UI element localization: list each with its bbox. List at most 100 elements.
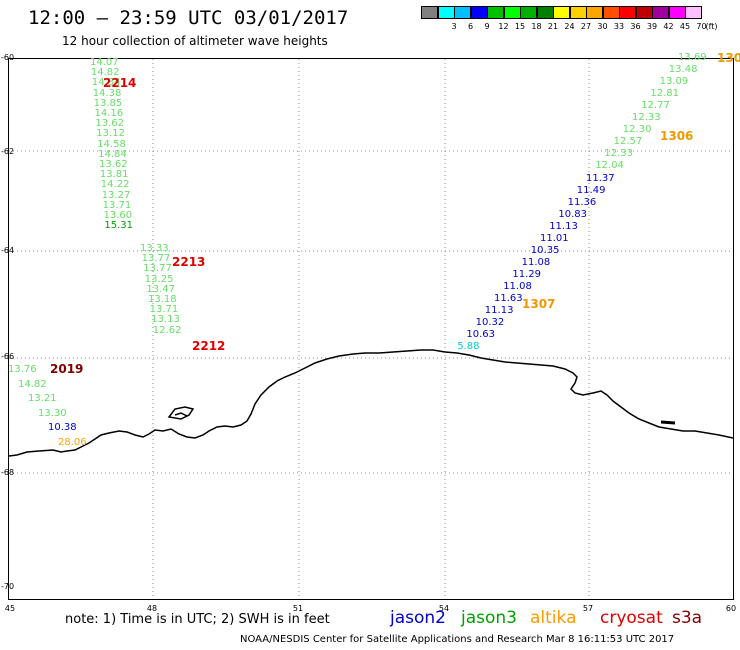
- coastline-spur: [167, 406, 195, 420]
- ice-feature: [660, 420, 676, 425]
- pass-time-label: 1306: [660, 129, 694, 143]
- wave-height-value: 11.36: [567, 196, 597, 208]
- legend-swatch: [520, 6, 537, 19]
- wave-height-value: 12.81: [650, 88, 680, 100]
- satellite-name: jason3: [461, 608, 517, 628]
- page-subtitle: 12 hour collection of altimeter wave hei…: [62, 34, 328, 48]
- wave-height-value: 13.81: [99, 169, 129, 181]
- wave-height-value: 13.85: [93, 97, 123, 109]
- legend-swatch: [503, 6, 521, 19]
- wave-height-value: 12.62: [152, 324, 182, 336]
- wave-height-value: 13.62: [95, 118, 125, 130]
- wave-height-value: 11.08: [521, 256, 551, 268]
- lat-label: -70: [1, 582, 15, 591]
- pass-time-label: 130: [717, 51, 740, 65]
- wave-height-value: 14.58: [97, 138, 126, 150]
- lat-label: -64: [1, 246, 15, 255]
- legend-label: 18: [531, 22, 542, 31]
- lon-label: 60: [725, 604, 737, 613]
- wave-height-value: 13.25: [144, 273, 174, 285]
- wave-height-value: 11.01: [540, 232, 569, 244]
- color-legend: 3 6 9 12 15 18 21 24 27 30 33 36 39 42 45 70 (ft): [421, 6, 736, 36]
- lon-label: 54: [438, 604, 450, 613]
- legend-label: 42: [663, 22, 674, 31]
- legend-label: 36: [630, 22, 641, 31]
- wave-height-value: 13.33: [140, 243, 169, 254]
- wave-height-value: 12.04: [595, 160, 624, 172]
- pass-time-label: 2213: [172, 255, 206, 269]
- legend-label: 70: [696, 22, 707, 31]
- wave-height-value: 14.82: [90, 67, 120, 79]
- antarctic-coastline: [9, 349, 733, 457]
- wave-height-value: 13.77: [141, 253, 171, 265]
- wave-height-value: 12.33: [632, 112, 661, 124]
- wave-height-value: 13.77: [143, 263, 172, 275]
- wave-height-value: 14.82: [18, 378, 47, 390]
- wave-height-value: 11.49: [576, 184, 606, 196]
- wave-height-value: 11.63: [494, 293, 523, 304]
- legend-swatch: [536, 6, 554, 19]
- pass-time-label: 1307: [522, 297, 556, 311]
- lat-label: -60: [1, 53, 15, 62]
- legend-label: 9: [484, 22, 490, 31]
- wave-height-value: 13.69: [678, 52, 707, 63]
- wave-height-value: 13.60: [103, 210, 133, 221]
- legend-label: 30: [597, 22, 608, 31]
- wave-height-value: 14.38: [92, 87, 122, 99]
- wave-height-value: 13.09: [659, 76, 689, 88]
- credit-line: NOAA/NESDIS Center for Satellite Applica…: [240, 634, 675, 645]
- wave-height-value: 11.29: [512, 268, 542, 280]
- legend-swatch: [487, 6, 504, 19]
- wave-height-value: 13.12: [96, 128, 125, 140]
- legend-swatch: [635, 6, 653, 19]
- wave-height-value: 13.21: [28, 393, 57, 404]
- graticule: [9, 59, 733, 599]
- legend-unit: (ft): [705, 22, 718, 31]
- wave-height-value: 14.34: [91, 77, 121, 89]
- pass-time-label: 2214: [103, 76, 137, 90]
- wave-height-value: 10.32: [475, 317, 505, 329]
- map-canvas: [9, 59, 733, 599]
- legend-swatch: [553, 6, 570, 19]
- wave-height-value: 11.37: [586, 172, 615, 184]
- wave-height-value: 10.83: [558, 208, 588, 220]
- legend-label: 45: [679, 22, 691, 31]
- wave-height-value: 12.33: [604, 148, 634, 160]
- wave-height-value: 14.84: [98, 148, 127, 160]
- wave-height-value: 12.30: [622, 124, 652, 136]
- pass-time-label: 2019: [50, 362, 84, 376]
- wave-height-value: 13.30: [38, 407, 67, 419]
- legend-swatch: [668, 6, 686, 19]
- wave-height-value: 14.16: [94, 108, 124, 119]
- lat-label: -66: [1, 352, 15, 361]
- satellite-name: jason2: [390, 608, 446, 628]
- legend-label: 27: [580, 22, 592, 31]
- wave-height-value: 13.47: [146, 283, 176, 295]
- legend-swatch: [421, 6, 438, 19]
- legend-swatch: [652, 6, 669, 19]
- legend-label: 3: [451, 22, 457, 31]
- lat-label: -68: [1, 468, 15, 477]
- satellite-name: cryosat: [600, 608, 663, 628]
- footnote: note: 1) Time is in UTC; 2) SWH is in fe…: [65, 612, 330, 627]
- wave-height-value: 13.13: [151, 314, 180, 326]
- legend-label: 12: [498, 22, 509, 31]
- wave-height-value: 10.63: [466, 329, 496, 341]
- legend-label: 39: [646, 22, 658, 31]
- coastline-islet: [174, 412, 188, 417]
- wave-height-value: 13.48: [668, 64, 698, 76]
- legend-label: 24: [564, 22, 575, 31]
- wave-height-value: 13.71: [149, 304, 179, 316]
- wave-height-value: 13.71: [102, 199, 132, 211]
- wave-height-value: 12.77: [641, 100, 670, 112]
- wave-height-value: 13.27: [101, 189, 131, 201]
- satellite-name: altika: [530, 608, 577, 628]
- map-frame: [8, 58, 734, 600]
- legend-label: 21: [547, 22, 559, 31]
- wave-height-value: 13.18: [148, 294, 177, 305]
- legend-label: 15: [514, 22, 526, 31]
- wave-height-value: 10.35: [530, 244, 560, 256]
- wave-height-value: 13.76: [8, 364, 37, 375]
- wave-height-value: 28.06: [58, 436, 87, 448]
- lon-label: 57: [582, 604, 594, 613]
